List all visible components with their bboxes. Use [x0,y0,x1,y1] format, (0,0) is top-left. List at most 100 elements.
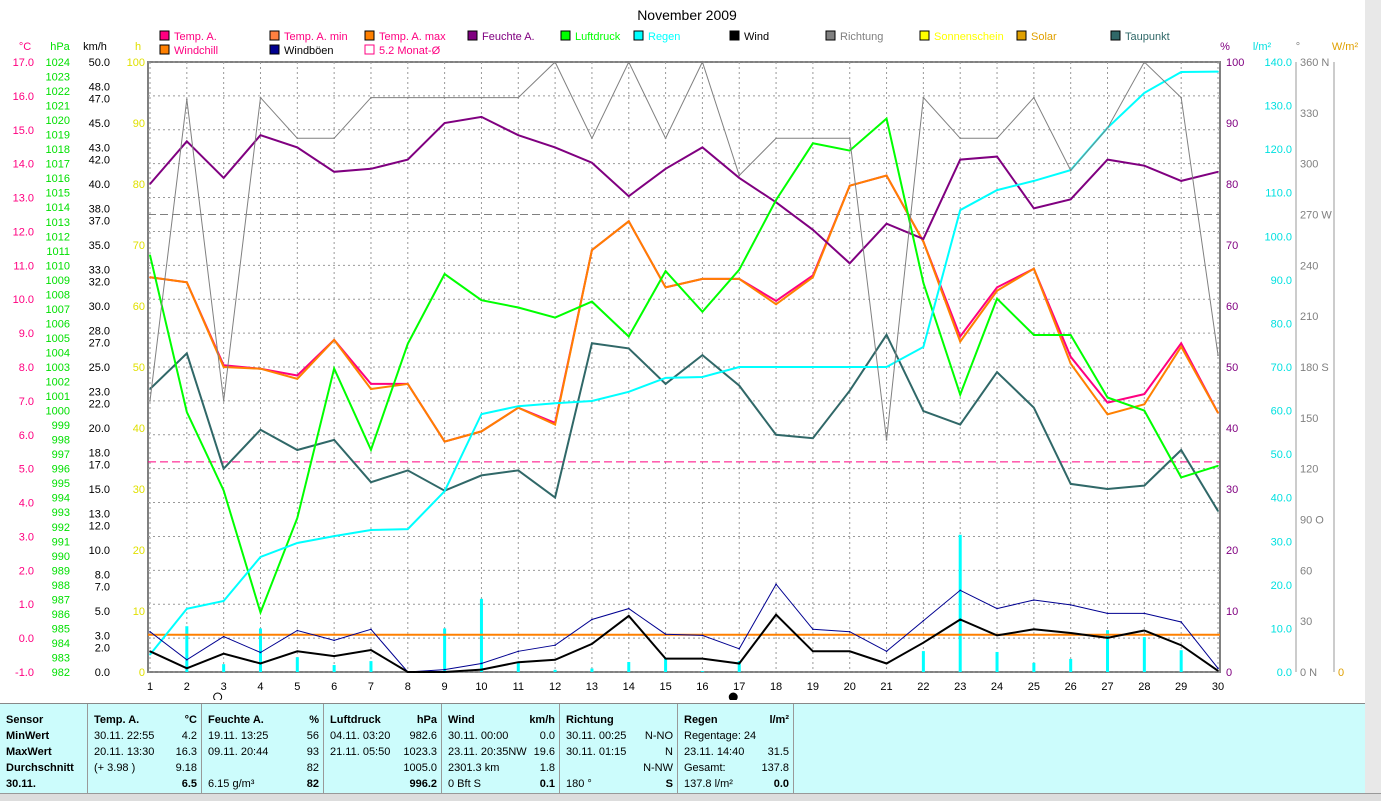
table-row: 09.11. 20:44 93 [208,744,319,760]
data-point [186,659,188,661]
data-point [222,467,225,470]
data-point [812,650,814,653]
sun-tick-label: 40 [133,423,145,435]
status-bar [0,793,1381,801]
pressure-tick-label: 1022 [46,86,70,98]
temp-tick-label: -1.0 [15,667,34,679]
data-point [517,405,520,408]
data-point [406,469,409,472]
data-point [370,388,372,390]
data-point [517,306,520,309]
temp-tick-label: 12.0 [13,226,34,238]
data-point [775,300,777,302]
legend-label: Taupunkt [1125,31,1170,43]
cell-value: 82 [306,762,319,774]
series-lines [148,60,1220,673]
cell-value: 0.0 [773,778,789,790]
data-point [370,383,372,385]
data-point [812,366,814,368]
data-point [701,278,704,280]
data-point [517,469,520,472]
rain-tick-label: 110.0 [1265,188,1292,200]
column-header: Luftdruck hPa [330,712,437,728]
cell-label: Regentage: 24 [684,730,757,742]
data-point [296,374,299,377]
legend-swatch [560,30,571,41]
rain-tick-label: 100.0 [1264,231,1292,243]
data-point [554,496,556,499]
data-point [1143,484,1146,487]
data-point [1033,628,1035,631]
column-title: Feuchte A. [208,714,264,726]
rain-tick-label: 140.0 [1264,57,1292,69]
data-point [775,613,777,616]
cell-value: N-NW [643,762,673,774]
temp-tick-label: 14.0 [13,159,34,171]
data-point [996,297,998,300]
direction-tick-label: 0 N [1300,667,1317,679]
pressure-tick-label: 1013 [46,217,70,229]
pressure-tick-label: 1009 [46,275,70,287]
data-point [959,589,962,592]
data-point [1033,334,1035,336]
temp-tick-label: 13.0 [13,193,34,205]
data-point [222,177,225,179]
wind-tick-label: 15.0 [89,484,110,496]
data-point [996,607,998,610]
rain-tick-label: 70.0 [1271,362,1292,374]
data-point [296,378,299,380]
data-point [591,400,593,402]
data-point [996,189,998,191]
cell-label: MaxWert [6,746,52,758]
pressure-tick-label: 993 [52,507,70,519]
data-point [848,650,851,653]
data-point [812,142,814,145]
humidity-tick-label: 60 [1226,301,1238,313]
wind-tick-label: 50.0 [89,57,110,69]
direction-tick-label: 180 S [1300,362,1329,374]
column-title: Wind [448,714,475,726]
rain-bar [700,671,704,672]
cell-value: N-NO [644,730,673,742]
x-tick-label: 12 [549,681,561,693]
data-point [186,608,188,610]
column-title: Sensor [6,714,44,726]
pressure-tick-label: 983 [52,652,70,664]
direction-tick-label: 240 [1300,260,1318,272]
rain-tick-label: 30.0 [1271,536,1292,548]
data-point [443,490,446,492]
data-point [1106,488,1109,490]
pressure-tick-label: 989 [52,565,70,577]
data-point [480,413,483,415]
table-row: 21.11. 05:50 1023.3 [330,744,437,760]
temp-tick-label: 16.0 [13,91,34,103]
table-row: MaxWert [6,744,83,760]
data-point [1033,180,1035,182]
data-point [480,430,483,433]
data-point [517,650,520,653]
data-point [664,137,667,140]
legend-swatch [159,44,170,55]
data-point [480,474,483,477]
cell-value: 1023.3 [403,746,437,758]
x-tick-label: 29 [1175,681,1187,693]
unit-label-temp: °C [19,41,31,53]
column-title: Richtung [566,714,614,726]
legend-label: Temp. A. max [379,31,446,43]
pressure-tick-label: 990 [52,551,70,563]
data-point [1180,476,1182,479]
data-point [812,137,814,140]
rain-bar [1106,630,1110,672]
table-column: Luftdruck hPa 04.11. 03:20 982.6 21.11. 05:5… [324,704,442,794]
data-point [701,376,704,378]
data-point [627,615,630,617]
series-luftdruck [149,116,1219,616]
x-tick-label: 23 [954,681,966,693]
unit-label-sun: h [135,41,141,53]
rain-bar [443,628,447,672]
data-point [922,619,925,622]
unit-label-solar: W/m² [1332,41,1359,53]
data-point [775,137,777,140]
humidity-tick-label: 0 [1226,667,1232,679]
sun-tick-label: 20 [133,545,145,557]
